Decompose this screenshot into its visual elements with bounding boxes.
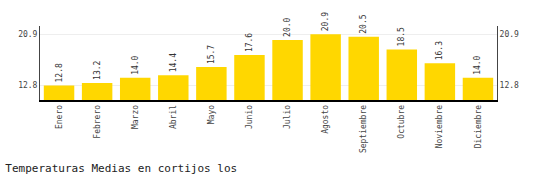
svg-text:Marzo: Marzo [131, 105, 140, 129]
svg-text:20.9: 20.9 [321, 12, 330, 31]
svg-text:20.5: 20.5 [359, 14, 368, 33]
svg-text:Temperaturas Medias en cortijo: Temperaturas Medias en cortijos los [5, 162, 237, 174]
svg-text:15.7: 15.7 [207, 45, 216, 64]
svg-text:14.0: 14.0 [131, 55, 140, 74]
svg-text:Julio: Julio [283, 105, 292, 129]
svg-text:Agosto: Agosto [321, 105, 330, 134]
svg-text:16.3: 16.3 [435, 41, 444, 60]
svg-text:18.5: 18.5 [397, 27, 406, 46]
svg-text:20.9: 20.9 [500, 30, 519, 39]
svg-text:Enero: Enero [55, 105, 64, 129]
svg-text:Abril: Abril [169, 105, 178, 129]
svg-text:12.8: 12.8 [500, 81, 519, 90]
svg-text:Septiembre: Septiembre [359, 105, 368, 153]
svg-text:12.8: 12.8 [18, 81, 37, 90]
svg-text:12.8: 12.8 [55, 63, 64, 82]
svg-text:Noviembre: Noviembre [435, 105, 444, 149]
svg-text:20.0: 20.0 [283, 17, 292, 36]
svg-text:13.2: 13.2 [93, 60, 102, 79]
svg-text:17.6: 17.6 [245, 33, 254, 52]
svg-text:14.4: 14.4 [169, 53, 178, 72]
svg-text:14.0: 14.0 [473, 55, 482, 74]
svg-text:Mayo: Mayo [207, 105, 216, 124]
svg-text:Octubre: Octubre [397, 105, 406, 139]
svg-text:Diciembre: Diciembre [474, 105, 483, 149]
svg-text:Junio: Junio [245, 105, 254, 129]
svg-text:20.9: 20.9 [18, 30, 37, 39]
svg-text:Febrero: Febrero [93, 105, 102, 139]
